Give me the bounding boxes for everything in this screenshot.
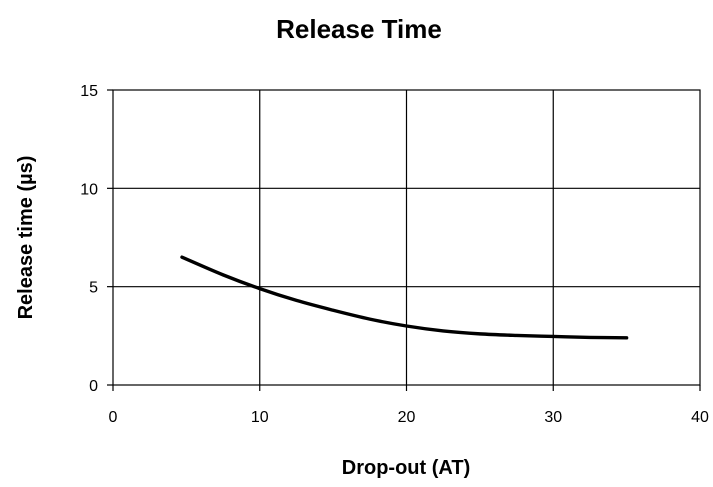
y-tick-label: 5 [89,280,98,297]
x-tick-label: 20 [398,409,416,426]
release-time-line [180,255,629,340]
x-tick-label: 40 [691,409,709,426]
x-tick-label: 30 [544,409,562,426]
plot-area: 0 10 20 30 40 0 5 10 15 [80,83,709,426]
y-tick-label: 10 [80,181,98,198]
tick-labels: 0 10 20 30 40 0 5 10 15 [80,83,709,426]
y-axis-title: Release time (µs) [15,156,37,320]
x-tick-label: 0 [109,409,118,426]
x-tick-label: 10 [251,409,269,426]
chart-title: Release Time [276,14,442,44]
y-tick-label: 15 [80,83,98,100]
x-axis-title: Drop-out (AT) [342,457,470,479]
tick-marks [107,89,701,391]
gridlines [113,90,700,385]
y-tick-label: 0 [89,378,98,395]
data-series [180,255,629,340]
